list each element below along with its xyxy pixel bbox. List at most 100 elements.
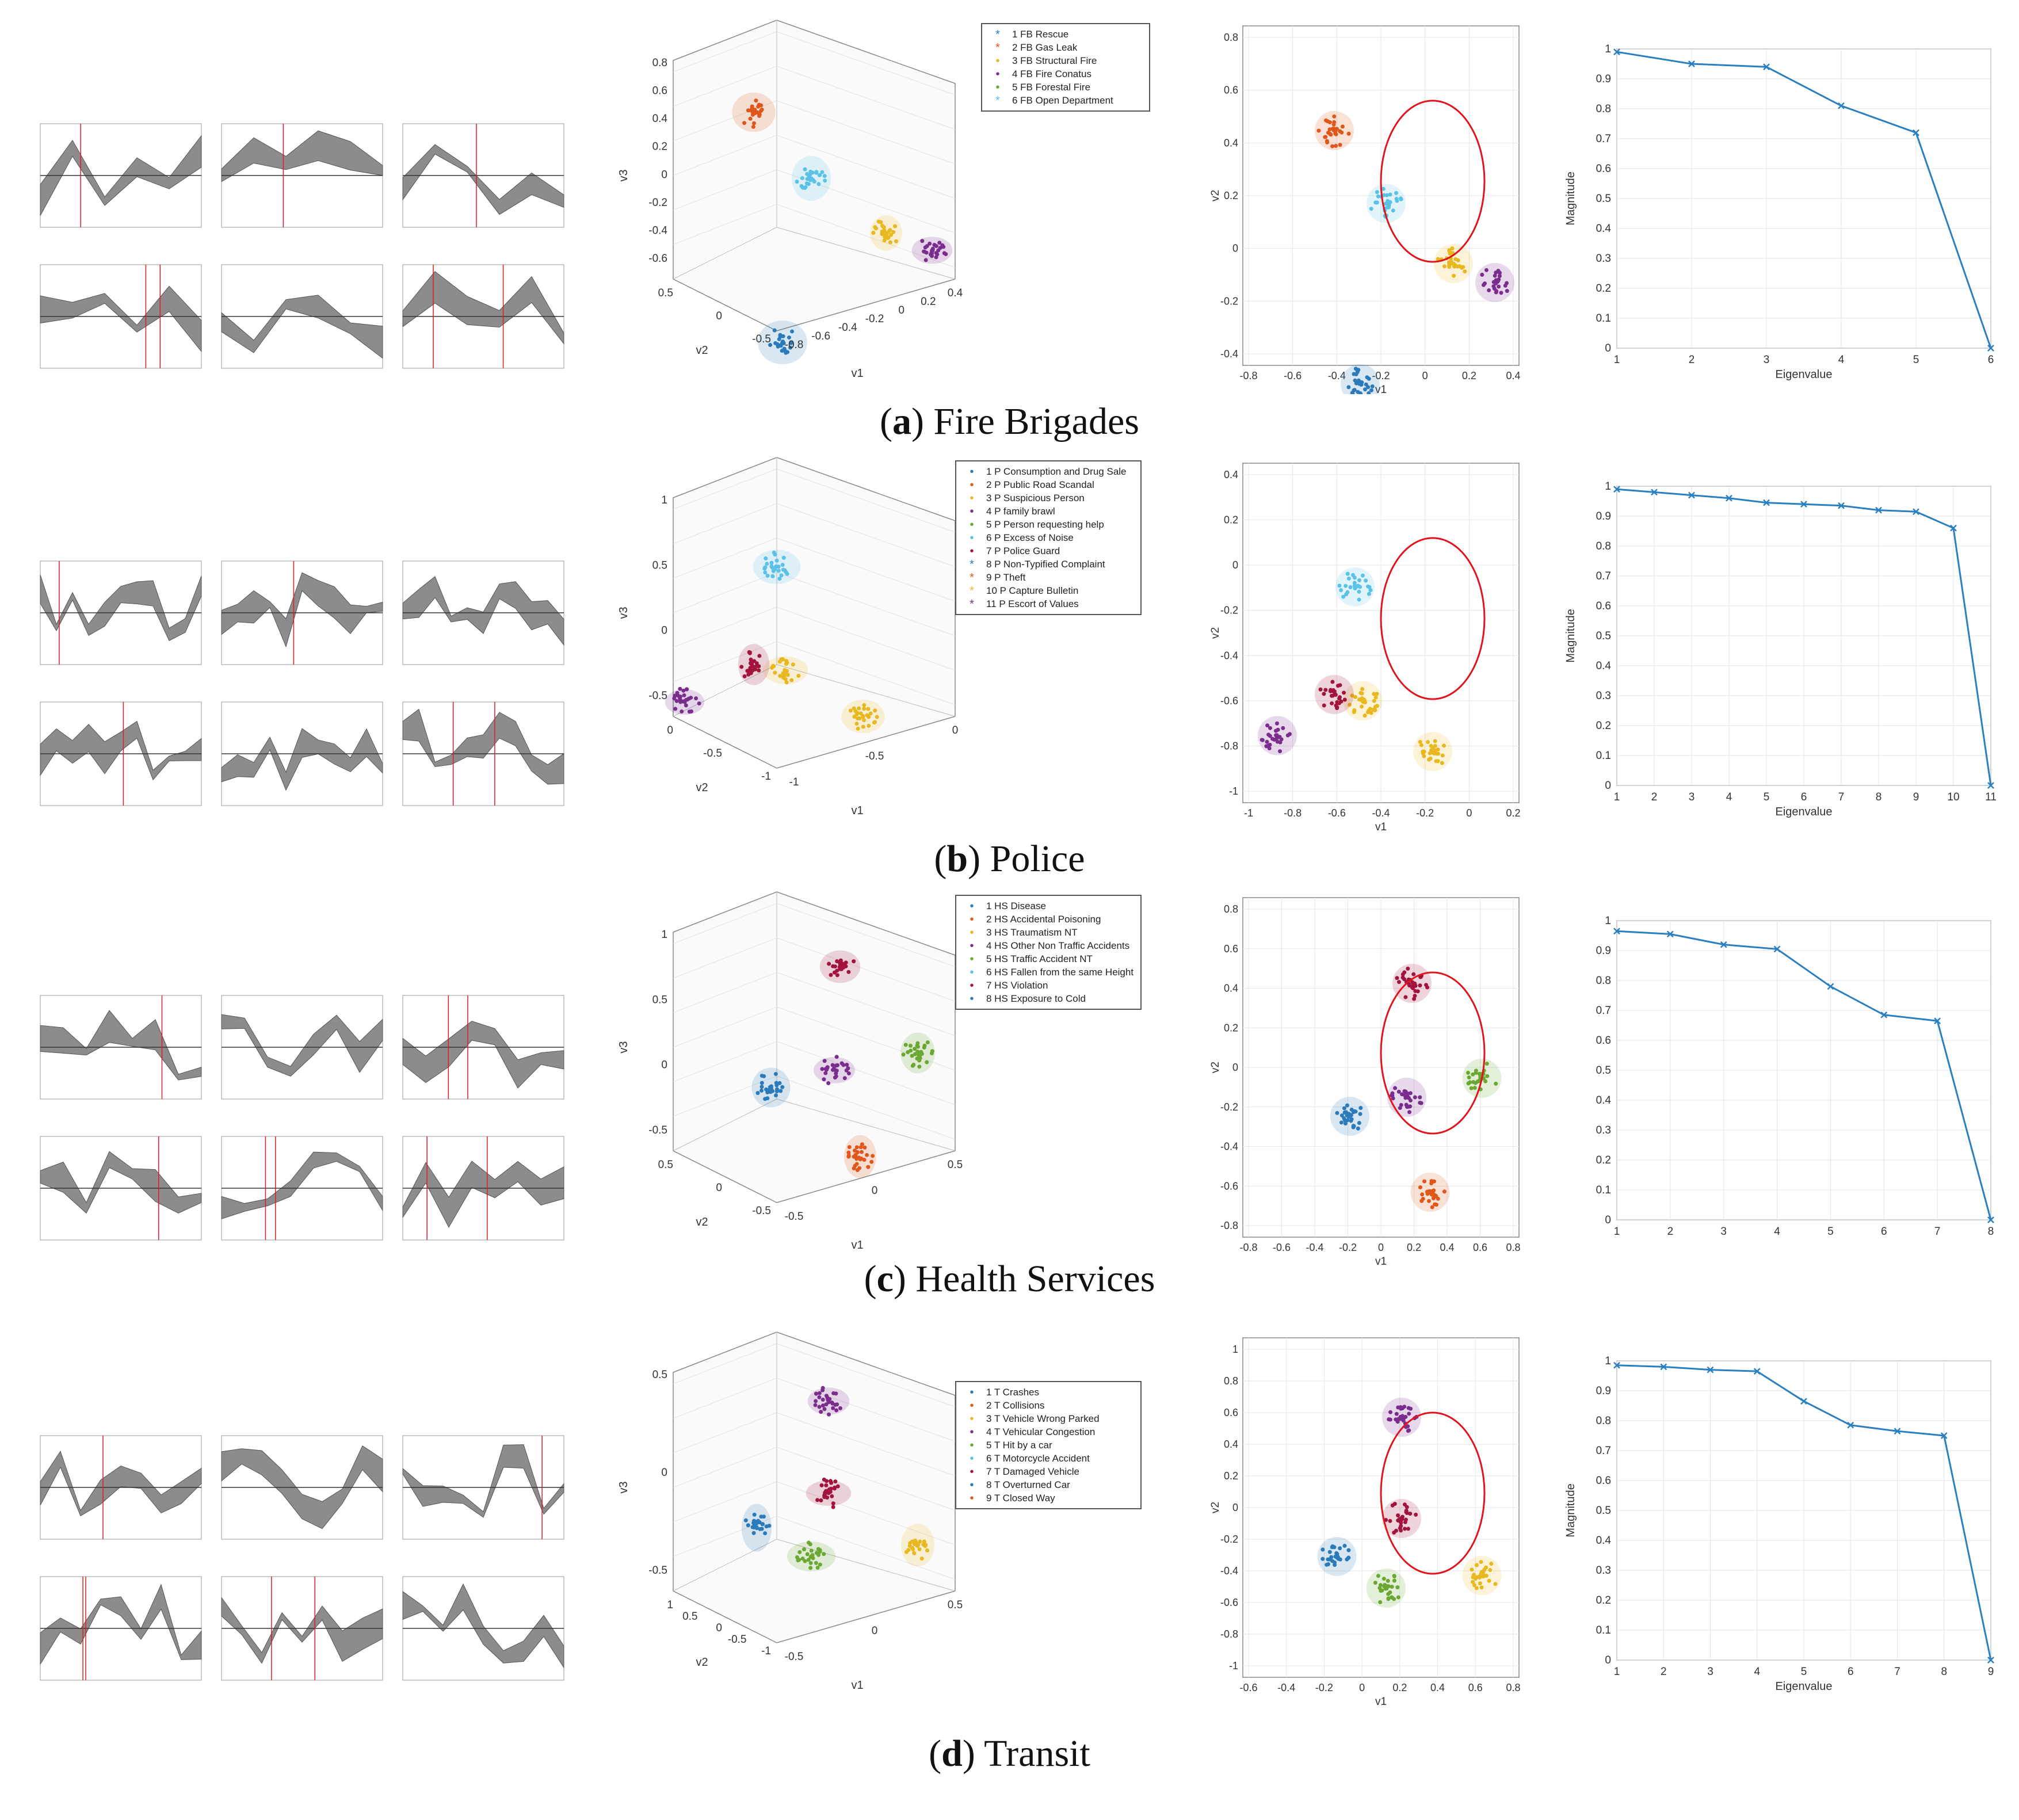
data-point: [1471, 1575, 1475, 1579]
y-tick-label: 0.2: [1224, 1470, 1238, 1482]
scatter-3d: 1 0.5 0 -0.5 -0.5 0 0.5 0.5 0 -0.5 v3 v1 v2: [617, 891, 963, 1252]
data-point: [818, 1550, 822, 1554]
data-marker: [1875, 506, 1882, 514]
grid-line: [776, 537, 956, 602]
grid-line: [673, 135, 777, 176]
x-tick-label: -0.6: [1239, 1682, 1257, 1693]
data-marker: [1613, 1361, 1620, 1369]
profile-plots-grid: [0, 558, 564, 834]
data-point: [781, 334, 785, 338]
data-point: [1373, 704, 1377, 709]
legend-label: 1 P Consumption and Drug Sale: [986, 466, 1127, 477]
data-point: [770, 665, 774, 670]
y-tick-label: 0.4: [1596, 660, 1612, 672]
data-point: [1371, 707, 1376, 712]
grid-line: [673, 1447, 777, 1488]
data-point: [791, 662, 795, 667]
data-point: [1384, 1584, 1389, 1588]
data-point: [781, 555, 786, 560]
z-tick-label: 0.6: [652, 85, 667, 97]
data-point: [1471, 1579, 1475, 1584]
y-tick-label: -0.6: [1220, 1180, 1238, 1192]
x-tick-label: -0.4: [838, 322, 857, 334]
data-point: [674, 699, 679, 703]
x-tick-label: 0.6: [1473, 1242, 1487, 1253]
data-point: [862, 703, 867, 707]
y-axis-label: Magnitude: [1564, 609, 1577, 662]
profile-plots-grid: [0, 121, 564, 397]
y-tick-label: -0.5: [752, 1205, 771, 1217]
data-point: [846, 970, 851, 974]
axes-inner-edges: [673, 457, 956, 717]
data-point: [1367, 592, 1371, 596]
data-point: [845, 1062, 849, 1067]
data-point: [1325, 139, 1329, 143]
data-point: [838, 1406, 842, 1410]
data-point: [1347, 703, 1352, 707]
y-axis-label: v2: [696, 344, 708, 357]
y-tick-label: 0.4: [1224, 983, 1238, 994]
data-point: [1344, 583, 1348, 588]
data-point: [852, 959, 856, 964]
data-point: [944, 252, 948, 257]
legend-entry: • 2 T Collisions: [956, 1399, 1140, 1412]
x-tick-label: 0.4: [1430, 1682, 1445, 1693]
z-tick-label: -0.5: [648, 1565, 667, 1577]
data-point: [784, 659, 789, 663]
x-tick-label: 0.2: [1462, 370, 1476, 381]
data-point: [1489, 1562, 1494, 1566]
data-point: [1494, 289, 1499, 293]
y-tick-label: 0: [1605, 1214, 1611, 1226]
data-point: [1499, 291, 1503, 295]
x-tick-label: 1: [1614, 354, 1620, 366]
data-point: [1346, 1548, 1351, 1552]
data-point: [1450, 246, 1455, 251]
data-point: [934, 255, 938, 260]
data-point: [1425, 1189, 1429, 1194]
data-point: [751, 121, 756, 125]
legend-entry: • 7 P Police Guard: [956, 544, 1140, 558]
x-tick-label: 3: [1707, 1666, 1713, 1678]
y-tick-label: 0.5: [658, 1159, 673, 1171]
data-point: [1471, 1072, 1475, 1077]
variance-band: [221, 1151, 383, 1220]
y-tick-label: 0.1: [1596, 750, 1611, 762]
data-marker: [1847, 1421, 1854, 1429]
data-point: [787, 335, 791, 340]
data-point: [778, 674, 783, 678]
data-point: [853, 709, 858, 713]
grid-line: [776, 937, 956, 1002]
legend-label: 1 FB Rescue: [1012, 28, 1069, 40]
data-point: [767, 1524, 772, 1528]
data-marker: [1688, 60, 1695, 67]
x-tick-label: 0: [1422, 370, 1428, 381]
legend-entry: • 5 HS Traffic Accident NT: [956, 952, 1140, 966]
data-point: [833, 1479, 838, 1484]
data-point: [924, 250, 929, 255]
data-point: [1418, 739, 1422, 744]
grid-line: [776, 1006, 956, 1071]
data-point: [1413, 981, 1417, 986]
data-point: [857, 1166, 862, 1170]
data-point: [893, 224, 898, 228]
y-tick-label: 0.2: [1224, 190, 1238, 201]
data-point: [781, 339, 785, 344]
grid-line: [776, 572, 956, 636]
profile-plot: [221, 264, 383, 369]
data-point: [842, 1076, 847, 1081]
x-tick-label: 0.5: [948, 1599, 963, 1611]
data-point: [1357, 597, 1361, 602]
data-marker: [1950, 524, 1957, 532]
data-point: [780, 1085, 785, 1089]
data-point: [773, 1071, 778, 1076]
data-point: [822, 1077, 826, 1082]
y-tick-label: -1: [761, 770, 771, 783]
data-point: [1467, 1075, 1471, 1080]
data-point: [1406, 1527, 1410, 1531]
y-tick-label: 0.1: [1596, 1624, 1611, 1636]
data-point: [822, 1552, 826, 1556]
data-point: [1405, 1105, 1410, 1109]
data-point: [1388, 1410, 1393, 1414]
data-point: [746, 1523, 750, 1528]
data-point: [920, 239, 925, 243]
